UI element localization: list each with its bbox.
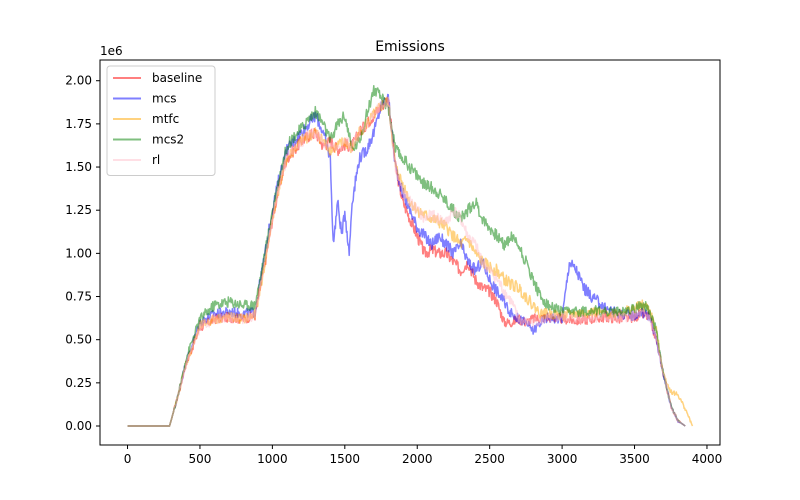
y-tick-label: 0.75: [65, 290, 92, 304]
x-tick-label: 2000: [402, 452, 433, 466]
x-tick-label: 1000: [257, 452, 288, 466]
chart-title: Emissions: [375, 39, 445, 55]
x-tick-label: 3000: [547, 452, 578, 466]
x-tick-label: 3500: [619, 452, 650, 466]
x-tick-label: 2500: [474, 452, 505, 466]
legend-label-mcs: mcs: [152, 92, 177, 106]
y-tick-label: 1.00: [65, 246, 92, 260]
series-line-rl: [127, 96, 686, 427]
series-line-mcs: [127, 93, 686, 427]
y-tick-label: 0.25: [65, 376, 92, 390]
legend-label-mtfc: mtfc: [152, 112, 179, 126]
plot-area-frame: [99, 59, 721, 446]
y-tick-label: 0.00: [65, 419, 92, 433]
y-tick-label: 1.25: [65, 203, 92, 217]
legend-label-rl: rl: [152, 153, 160, 167]
y-axis: 0.00 0.25 0.50 0.75 1.00 1.25 1.50 1.75 2.00: [65, 74, 100, 433]
y-axis-offset-label: 1e6: [100, 44, 123, 58]
y-tick-label: 2.00: [65, 74, 92, 88]
y-tick-label: 0.50: [65, 333, 92, 347]
x-tick-label: 4000: [692, 452, 723, 466]
series-layer: [127, 84, 694, 427]
x-tick-label: 0: [124, 452, 132, 466]
x-tick-label: 500: [189, 452, 212, 466]
x-axis: 0 500 1000 1500 2000 2500 3000 3500 4000: [124, 445, 723, 466]
legend: baseline mcs mtfc mcs2 rl: [106, 65, 216, 176]
legend-label-baseline: baseline: [152, 71, 202, 85]
y-tick-label: 1.75: [65, 117, 92, 131]
legend-label-mcs2: mcs2: [152, 133, 184, 147]
legend-box: [106, 65, 216, 176]
y-tick-label: 1.50: [65, 160, 92, 174]
x-tick-label: 1500: [330, 452, 361, 466]
